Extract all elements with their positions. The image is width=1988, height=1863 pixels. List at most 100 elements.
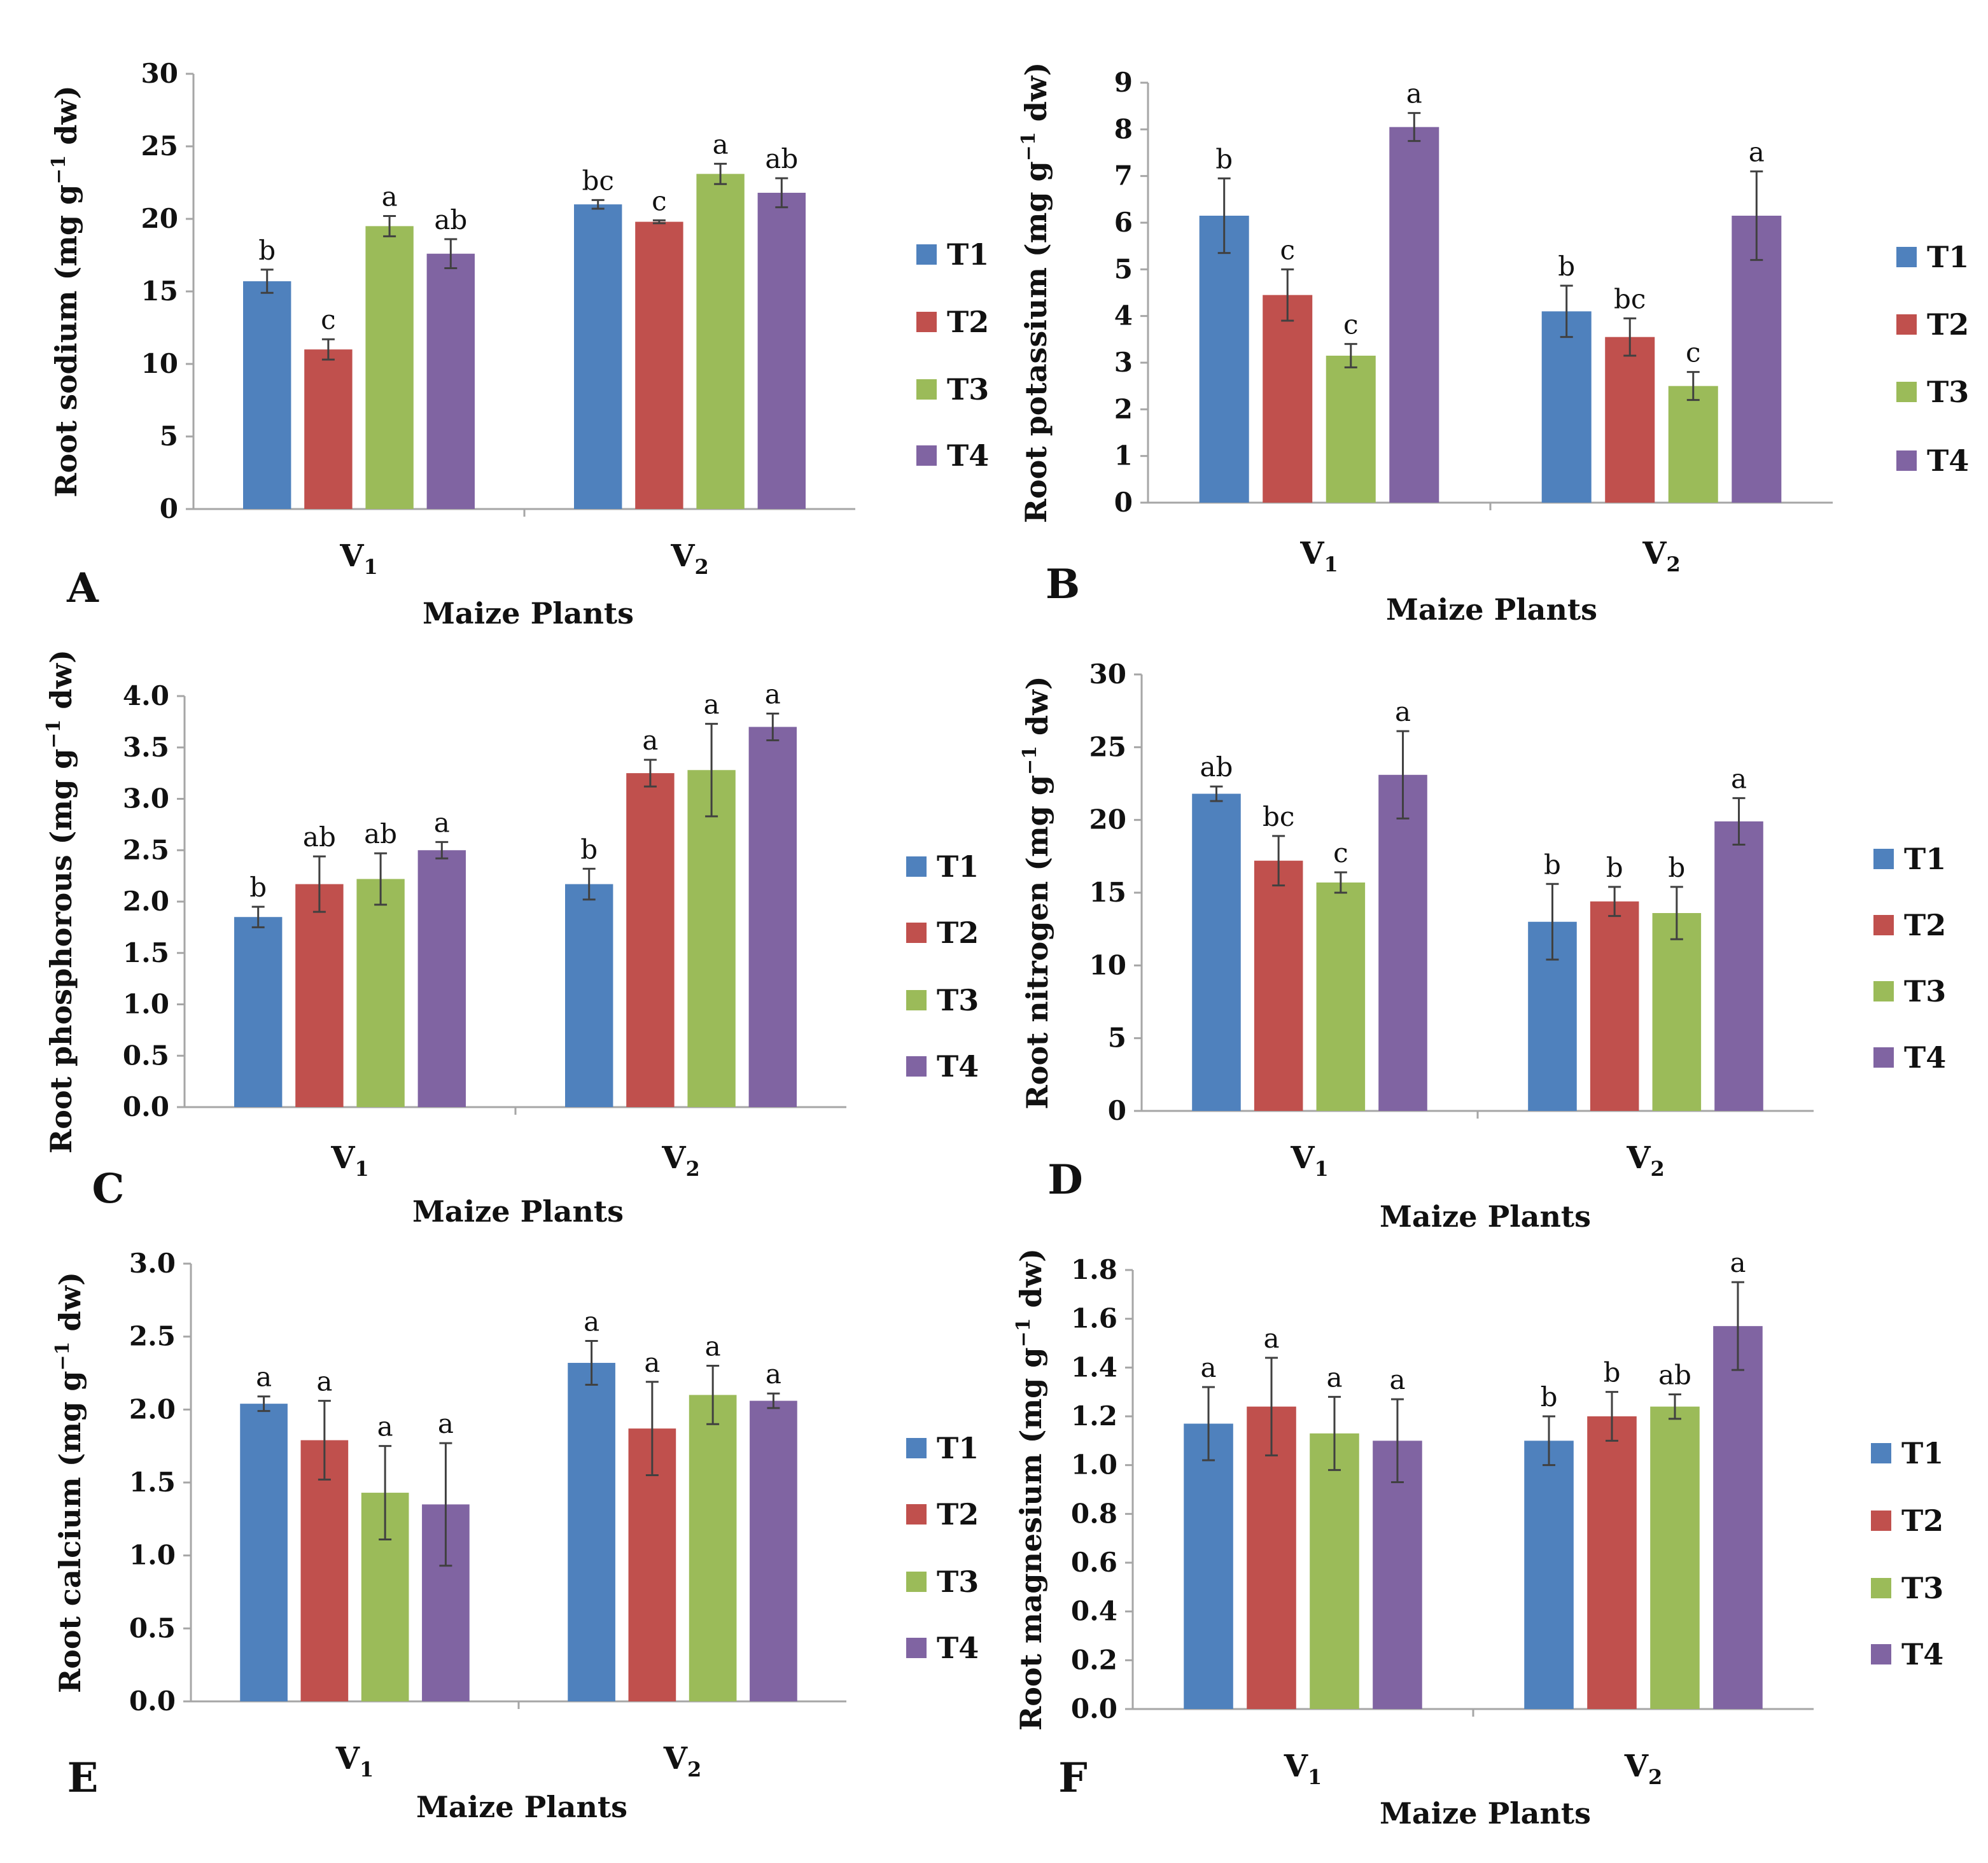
y-axis-title: Root calcium (mg g−1 dw): [52, 1272, 87, 1693]
y-tick-label: 2.0: [129, 1393, 176, 1425]
y-tick-label: 1.0: [129, 1540, 176, 1571]
legend-swatch-t3: [906, 990, 927, 1010]
legend-label-t4: T4: [937, 1631, 979, 1665]
significance-letter: b: [580, 834, 598, 865]
significance-letter: bc: [1263, 801, 1294, 832]
category-subscript: 1: [1308, 1765, 1322, 1789]
category-label: V2: [1626, 1140, 1665, 1181]
legend-label-t4: T4: [937, 1049, 979, 1084]
legend-swatch-t4: [1873, 1047, 1894, 1068]
bar-t3-v1: [356, 879, 405, 1107]
bar-t2-v1: [1254, 860, 1303, 1111]
y-axis-title: Root sodium (mg g−1 dw): [48, 85, 83, 498]
y-tick-label: 0.0: [123, 1091, 169, 1122]
category-subscript: 1: [354, 1157, 368, 1181]
significance-letter: a: [1389, 1364, 1405, 1395]
y-tick-label: 1.8: [1071, 1254, 1117, 1285]
legend-swatch-t1: [906, 856, 927, 877]
legend-swatch-t1: [1871, 1443, 1891, 1463]
legend-label-t1: T1: [937, 1431, 979, 1465]
bar-t2-v2: [626, 773, 675, 1107]
bar-t1-v2: [568, 1362, 615, 1701]
significance-letter: b: [258, 235, 276, 266]
category-subscript: 1: [1314, 1157, 1328, 1181]
significance-letter: ab: [1200, 751, 1233, 783]
category-subscript: 2: [1648, 1765, 1662, 1789]
panel-letter: B: [1046, 561, 1080, 608]
significance-letter: ab: [1658, 1360, 1691, 1391]
significance-letter: c: [1343, 309, 1359, 340]
panel-e: 0.0 0.5 1.0 1.5 2.0 2.5 3.0 V1 a a a a V2 a a a a T1 T2 T3 T…: [52, 1248, 979, 1824]
y-tick-label: 5: [1108, 1022, 1126, 1054]
category-subscript: 2: [685, 1157, 699, 1181]
legend-swatch-t3: [1873, 981, 1894, 1001]
y-tick-label: 1.6: [1071, 1303, 1117, 1334]
bar-t1-v2: [574, 204, 622, 509]
category-subscript: 1: [363, 555, 377, 579]
y-tick-label: 3: [1114, 347, 1133, 378]
category-label: V1: [1284, 1748, 1322, 1789]
x-axis-title: Maize Plants: [1386, 592, 1597, 627]
legend-label-t2: T2: [937, 916, 979, 950]
significance-letter: a: [765, 678, 781, 709]
y-axis-title-sup: −1: [43, 720, 65, 749]
x-axis-title: Maize Plants: [1380, 1199, 1591, 1234]
y-tick-label: 1.2: [1071, 1400, 1117, 1432]
y-axis-title-prefix: Root sodium (mg g: [49, 185, 83, 498]
category-label: V2: [1624, 1748, 1663, 1789]
legend-label-t2: T2: [1927, 307, 1969, 342]
bar-t2-v1: [1247, 1406, 1296, 1709]
legend-label-t2: T2: [947, 305, 989, 339]
y-tick-label: 0.4: [1071, 1596, 1117, 1627]
y-tick-label: 10: [1089, 949, 1126, 980]
bar-t3-v1: [1326, 356, 1376, 503]
bar-t1-v2: [1541, 311, 1592, 503]
y-tick-label: 1.5: [123, 937, 169, 968]
significance-letter: a: [644, 1347, 660, 1378]
y-tick-label: 5: [1114, 253, 1133, 284]
legend-label-t3: T3: [937, 983, 979, 1017]
significance-letter: a: [713, 129, 729, 160]
legend-label-t3: T3: [937, 1565, 979, 1599]
y-tick-label: 0.0: [1071, 1693, 1117, 1724]
y-tick-label: 2: [1114, 393, 1133, 424]
legend-label-t3: T3: [947, 372, 989, 407]
significance-letter: a: [1395, 696, 1411, 727]
y-tick-label: 0.2: [1071, 1644, 1117, 1675]
y-tick-label: 1: [1114, 440, 1133, 471]
significance-letter: a: [316, 1366, 332, 1397]
significance-letter: a: [1731, 763, 1747, 794]
y-axis-title-prefix: Root nitrogen (mg g: [1020, 775, 1054, 1110]
y-axis-title: Root phosphorous (mg g−1 dw): [43, 650, 78, 1154]
significance-letter: a: [584, 1306, 599, 1337]
legend-swatch-t4: [916, 445, 937, 466]
category-label: V1: [1299, 536, 1338, 576]
significance-letter: b: [249, 872, 267, 903]
legend-swatch-t3: [1871, 1578, 1891, 1598]
significance-letter: ab: [434, 204, 467, 235]
significance-letter: b: [1668, 852, 1685, 883]
category-label: V2: [1642, 536, 1681, 576]
legend-swatch-t2: [906, 1504, 927, 1525]
y-tick-label: 15: [1089, 877, 1126, 908]
bar-t1-v2: [1524, 1441, 1574, 1709]
legend-label-t4: T4: [947, 438, 989, 473]
y-tick-label: 30: [1089, 659, 1126, 690]
bar-t4-v2: [750, 1400, 797, 1701]
bar-t3-v2: [1650, 1406, 1700, 1709]
bar-t4-v2: [1713, 1326, 1763, 1709]
y-tick-label: 20: [141, 203, 178, 234]
y-tick-label: 5: [160, 421, 178, 452]
category-subscript: 1: [360, 1757, 374, 1782]
y-axis-title-suffix: dw): [53, 1272, 87, 1342]
significance-letter: b: [1215, 143, 1233, 174]
y-axis-title-prefix: Root potassium (mg g: [1019, 161, 1053, 523]
bar-t4-v1: [426, 253, 475, 509]
legend-swatch-t2: [1896, 314, 1917, 335]
category-subscript: 2: [1650, 1157, 1664, 1181]
y-axis-title-sup: −1: [48, 155, 70, 185]
legend-label-t1: T1: [947, 237, 989, 272]
y-tick-label: 0: [160, 493, 178, 524]
category-label: V2: [663, 1741, 702, 1782]
